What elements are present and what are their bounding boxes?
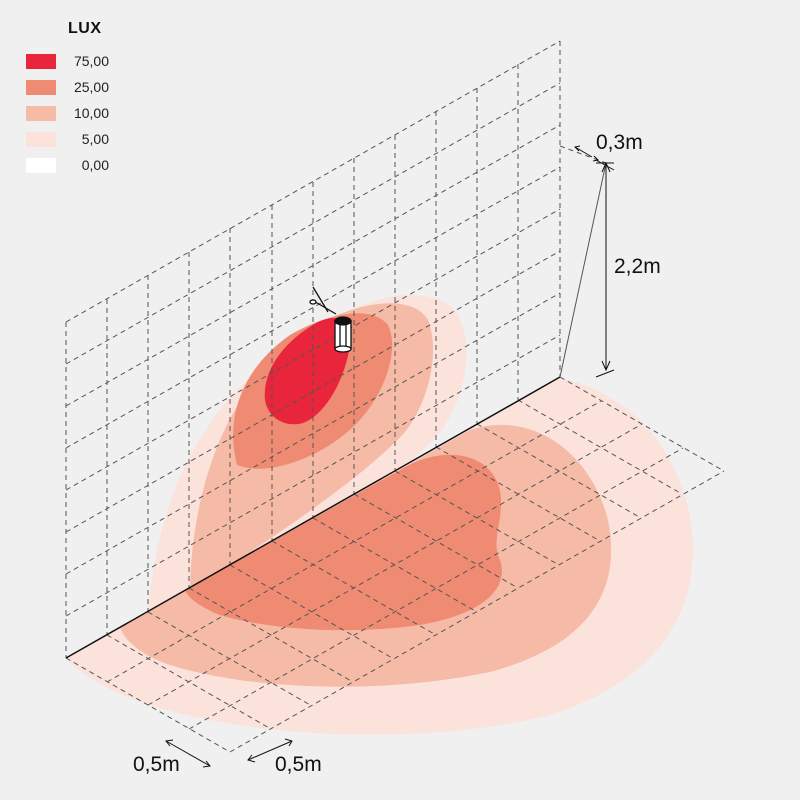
legend-row-10: 10,00 bbox=[26, 100, 109, 126]
legend-swatch-5 bbox=[26, 131, 56, 147]
dimension-lines bbox=[165, 145, 615, 768]
legend-swatch-75 bbox=[26, 53, 56, 69]
floor-grid bbox=[65, 376, 725, 753]
legend-title: LUX bbox=[68, 20, 102, 37]
floor-zone-25 bbox=[185, 454, 502, 631]
grid-x-label: 0,5m bbox=[133, 753, 180, 776]
legend-swatch-10 bbox=[26, 105, 56, 121]
legend-value-75: 75,00 bbox=[73, 53, 109, 69]
legend-swatch-0 bbox=[26, 157, 56, 173]
legend-row-25: 25,00 bbox=[26, 74, 109, 100]
legend-row-5: 5,00 bbox=[26, 126, 109, 152]
grid-y-label: 0,5m bbox=[275, 753, 322, 776]
mount-height-label: 2,2m bbox=[614, 255, 661, 278]
wall-zone-75 bbox=[264, 318, 351, 425]
legend-row-0: 0,00 bbox=[26, 152, 109, 178]
wall-offset-label: 0,3m bbox=[596, 131, 643, 154]
legend-row-75: 75,00 bbox=[26, 48, 109, 74]
legend-value-0: 0,00 bbox=[81, 157, 109, 173]
lux-legend: LUX 75,00 25,00 10,00 5,00 0,00 bbox=[26, 20, 109, 178]
legend-value-10: 10,00 bbox=[73, 105, 109, 121]
luminaire-icon bbox=[309, 286, 352, 353]
legend-value-5: 5,00 bbox=[81, 131, 109, 147]
wall-grid bbox=[65, 40, 561, 658]
legend-swatch-25 bbox=[26, 79, 56, 95]
wall-base-edge bbox=[65, 376, 561, 659]
legend-value-25: 25,00 bbox=[73, 79, 109, 95]
